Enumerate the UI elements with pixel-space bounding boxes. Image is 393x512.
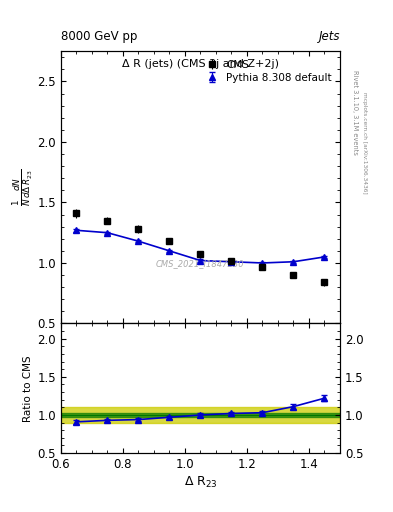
Text: Δ R (jets) (CMS 3j and Z+2j): Δ R (jets) (CMS 3j and Z+2j) [122,59,279,69]
Legend: CMS, Pythia 8.308 default: CMS, Pythia 8.308 default [200,56,335,86]
Y-axis label: $\frac{1}{N}\frac{dN}{d\Delta\,R_{23}}$: $\frac{1}{N}\frac{dN}{d\Delta\,R_{23}}$ [11,169,35,206]
X-axis label: Δ R$_{23}$: Δ R$_{23}$ [184,475,217,490]
Bar [61,413,340,417]
Text: 8000 GeV pp: 8000 GeV pp [61,30,137,43]
Y-axis label: Ratio to CMS: Ratio to CMS [23,355,33,421]
Bar [61,408,340,422]
Text: Rivet 3.1.10, 3.1M events: Rivet 3.1.10, 3.1M events [352,70,358,155]
Text: CMS_2021_I1847230: CMS_2021_I1847230 [156,259,245,268]
Text: mcplots.cern.ch [arXiv:1306.3436]: mcplots.cern.ch [arXiv:1306.3436] [362,93,367,194]
Text: Jets: Jets [318,30,340,43]
